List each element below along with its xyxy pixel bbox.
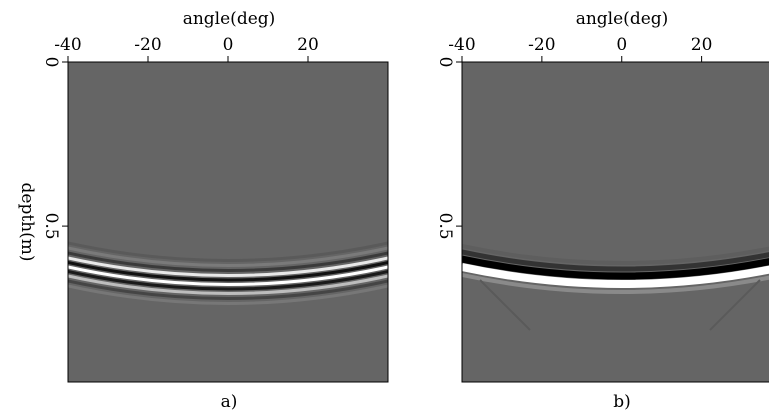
y-axis-label: depth(m) — [17, 183, 37, 262]
y-tick-label: 0 — [435, 57, 455, 68]
x-tick-label: 0 — [223, 35, 234, 55]
x-tick-label: -40 — [448, 35, 475, 55]
y-tick-label: 0 — [41, 57, 61, 68]
x-axis-label: angle(deg) — [576, 9, 669, 29]
x-tick-label: 20 — [297, 35, 319, 55]
y-tick-label: 0.5 — [41, 213, 61, 240]
x-tick-label: 0 — [616, 35, 627, 55]
seismic-image-b — [462, 62, 769, 382]
x-tick-label: 20 — [691, 35, 713, 55]
y-tick-label: 0.5 — [435, 213, 455, 240]
panel-caption: b) — [613, 392, 631, 412]
x-axis-label: angle(deg) — [183, 9, 276, 29]
panel-caption: a) — [221, 392, 238, 412]
x-tick-label: -20 — [528, 35, 555, 55]
seismic-image-a — [68, 62, 388, 382]
x-tick-label: -20 — [134, 35, 161, 55]
x-tick-label: -40 — [54, 35, 81, 55]
